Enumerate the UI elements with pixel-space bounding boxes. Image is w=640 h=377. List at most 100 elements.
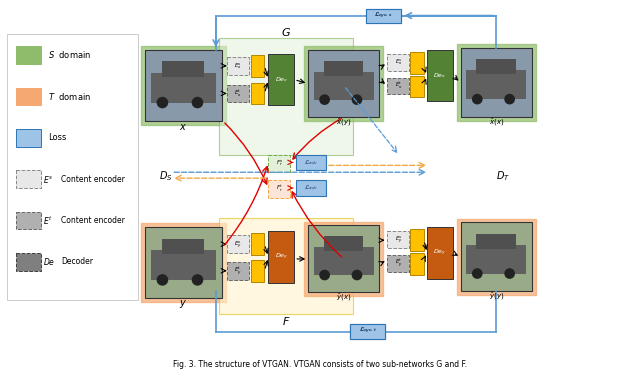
Text: $D_T$: $D_T$ <box>496 169 510 183</box>
Bar <box>145 227 222 298</box>
Bar <box>467 245 527 274</box>
Bar <box>15 170 42 188</box>
Bar <box>15 129 42 147</box>
Text: $T$  domain: $T$ domain <box>49 91 92 102</box>
Bar <box>161 61 204 77</box>
Text: $D_S$: $D_S$ <box>159 169 173 183</box>
Text: $De_x$: $De_x$ <box>275 75 288 84</box>
Bar <box>314 247 374 275</box>
Bar <box>410 229 424 251</box>
Circle shape <box>157 274 168 286</box>
Bar <box>410 76 424 97</box>
Text: $E^t_x$: $E^t_x$ <box>234 88 242 99</box>
Circle shape <box>319 94 330 105</box>
Text: $E^s_y$: $E^s_y$ <box>234 239 242 250</box>
Bar <box>141 224 226 302</box>
Bar <box>324 61 363 75</box>
Bar <box>227 84 248 102</box>
Circle shape <box>157 97 168 108</box>
Bar <box>227 235 248 253</box>
Bar <box>349 324 385 339</box>
Circle shape <box>192 97 204 108</box>
Bar <box>145 50 222 121</box>
Text: $y$: $y$ <box>179 298 188 310</box>
Text: $F$: $F$ <box>282 315 290 327</box>
Bar <box>268 54 294 105</box>
Bar <box>15 87 42 105</box>
Bar <box>457 219 536 296</box>
Bar <box>427 50 453 101</box>
Circle shape <box>472 94 483 104</box>
Bar <box>467 70 527 99</box>
Bar <box>365 9 401 23</box>
Bar <box>296 180 326 196</box>
Bar <box>161 239 204 254</box>
Text: $E^s$: $E^s$ <box>44 174 54 185</box>
Text: $\hat{y}(x)$: $\hat{y}(x)$ <box>336 292 351 303</box>
Bar <box>308 225 380 293</box>
Text: $\mathcal{L}_{cyc,s}$: $\mathcal{L}_{cyc,s}$ <box>374 11 392 21</box>
Bar <box>324 236 363 251</box>
Text: $De_x$: $De_x$ <box>433 71 447 80</box>
Circle shape <box>472 268 483 279</box>
Text: $\mathcal{L}_{adv}$: $\mathcal{L}_{adv}$ <box>304 184 318 192</box>
Bar <box>151 250 216 280</box>
Bar <box>380 153 518 204</box>
Bar <box>410 253 424 275</box>
Bar <box>349 324 385 339</box>
Text: $S$  domain: $S$ domain <box>49 49 92 60</box>
Text: $E^s_x$: $E^s_x$ <box>394 58 402 67</box>
Text: Decoder: Decoder <box>61 257 93 267</box>
Text: $\mathcal{L}_{cyc,t}$: $\mathcal{L}_{cyc,t}$ <box>358 326 376 336</box>
Text: $De_y$: $De_y$ <box>275 252 288 262</box>
Bar <box>296 155 326 170</box>
Bar <box>308 50 380 117</box>
Bar <box>15 211 42 229</box>
Bar <box>227 57 248 75</box>
Bar <box>314 72 374 100</box>
Bar <box>15 46 42 64</box>
Bar <box>268 155 291 172</box>
Text: $E^t$: $E^t$ <box>44 214 53 227</box>
Text: Content encoder: Content encoder <box>61 216 125 225</box>
Bar <box>387 255 409 272</box>
Text: $E^s_x$: $E^s_x$ <box>234 61 242 70</box>
Text: Loss: Loss <box>49 133 67 142</box>
Text: $E^t_x$: $E^t_x$ <box>394 81 402 91</box>
Bar <box>15 253 42 271</box>
Bar <box>304 222 383 296</box>
Text: $\mathcal{L}_{cyc,s}$: $\mathcal{L}_{cyc,s}$ <box>374 11 392 21</box>
Circle shape <box>192 274 204 286</box>
Bar <box>268 231 294 283</box>
Text: $F^t_r$: $F^t_r$ <box>276 184 283 194</box>
Text: $F^s_r$: $F^s_r$ <box>276 158 283 168</box>
Text: $De$: $De$ <box>44 256 56 267</box>
Text: $De_y$: $De_y$ <box>433 248 447 258</box>
Text: $\hat{y}(y)$: $\hat{y}(y)$ <box>489 291 504 302</box>
Bar <box>461 222 532 291</box>
Bar <box>268 180 291 198</box>
Text: $G$: $G$ <box>281 26 291 38</box>
Text: Fig. 3. The structure of VTGAN. VTGAN consists of two sub-networks G and F.: Fig. 3. The structure of VTGAN. VTGAN co… <box>173 360 467 369</box>
Bar <box>251 83 264 104</box>
Bar <box>457 44 536 121</box>
Bar <box>141 46 226 125</box>
Bar <box>410 52 424 74</box>
Bar <box>251 55 264 77</box>
Text: $\hat{x}(y)$: $\hat{x}(y)$ <box>336 116 351 128</box>
Circle shape <box>504 268 515 279</box>
Bar <box>251 260 264 282</box>
Bar <box>219 218 353 314</box>
Bar <box>476 233 516 249</box>
Bar <box>461 48 532 117</box>
Circle shape <box>351 270 362 280</box>
Bar <box>304 46 383 121</box>
Text: $\mathcal{L}_{cyc,t}$: $\mathcal{L}_{cyc,t}$ <box>358 326 376 336</box>
Bar <box>387 78 409 94</box>
Text: $E^t_y$: $E^t_y$ <box>394 257 402 269</box>
Bar <box>150 153 288 204</box>
Text: $E^s_y$: $E^s_y$ <box>394 234 402 245</box>
Circle shape <box>319 270 330 280</box>
Circle shape <box>351 94 362 105</box>
Bar <box>387 231 409 248</box>
